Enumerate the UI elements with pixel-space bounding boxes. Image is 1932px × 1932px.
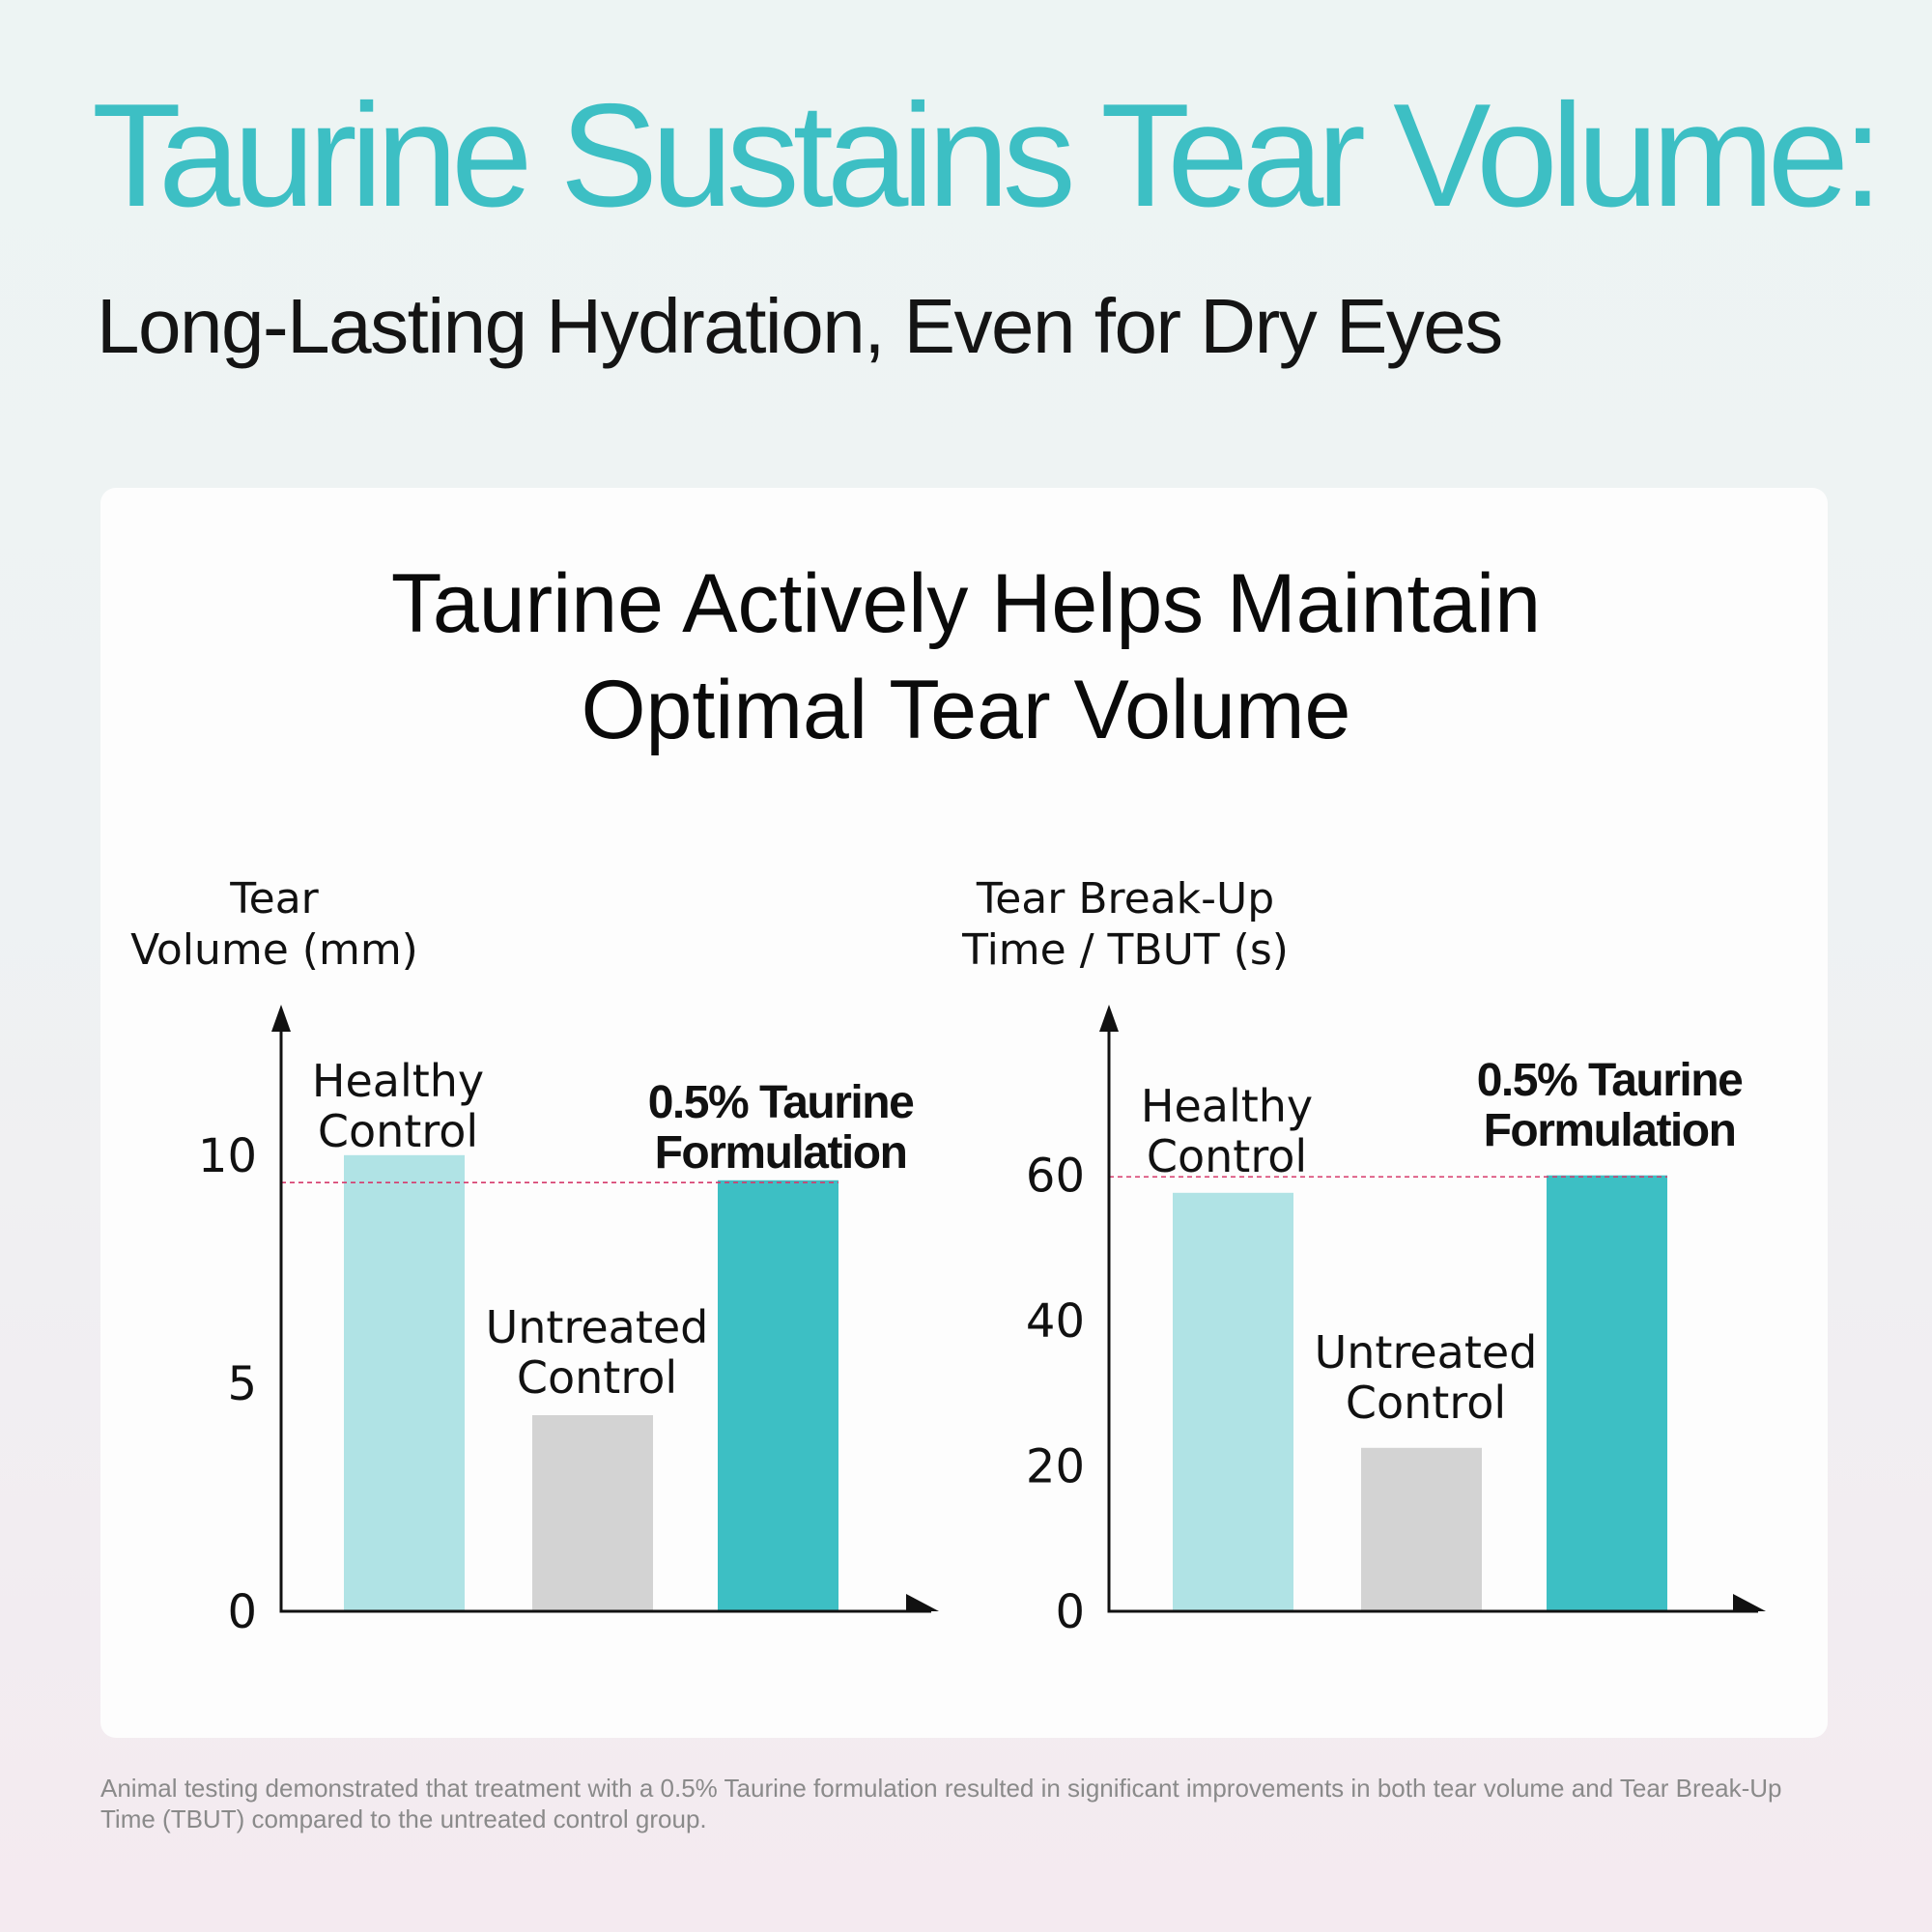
tbut-category-label-2-line-1: Untreated	[1315, 1326, 1538, 1378]
tbut-category-label-3-line-2: Formulation	[1484, 1105, 1736, 1156]
tbut-y-axis-arrow	[1099, 1005, 1119, 1032]
tear-volume-ytick-0: 0	[227, 1585, 257, 1639]
tbut-ylabel-line-2: Time / TBUT (s)	[961, 925, 1289, 975]
card-title: Taurine Actively Helps Maintain Optimal …	[0, 551, 1932, 763]
tear-volume-category-label-1-line-2: Control	[318, 1105, 478, 1157]
tear-volume-category-label-3-line-1: 0.5% Taurine	[648, 1077, 914, 1128]
tbut-category-label-2-line-2: Control	[1346, 1377, 1506, 1429]
tear-volume-ytick-5: 5	[227, 1357, 257, 1411]
main-title: Taurine Sustains Tear Volume:	[92, 73, 1883, 238]
tbut-category-label-1-line-1: Healthy	[1141, 1080, 1313, 1132]
tear-volume-bar-1	[344, 1154, 465, 1611]
tbut-bar-3	[1547, 1175, 1667, 1611]
tear-volume-ylabel-line-2: Volume (mm)	[130, 925, 418, 975]
tbut-ytick-40: 40	[1026, 1294, 1085, 1349]
subtitle: Long-Lasting Hydration, Even for Dry Eye…	[97, 283, 1503, 369]
tear-volume-category-label-3-line-2: Formulation	[655, 1127, 907, 1179]
tbut-bar-1	[1173, 1192, 1293, 1611]
tbut-x-axis-arrow	[1733, 1594, 1766, 1611]
tbut-ytick-60: 60	[1026, 1150, 1085, 1204]
card-title-line-2: Optimal Tear Volume	[581, 664, 1351, 757]
tbut-ytick-20: 20	[1026, 1440, 1085, 1494]
tear-volume-bar-3	[718, 1179, 838, 1611]
tear-volume-category-label-2-line-1: Untreated	[486, 1301, 709, 1353]
tear-volume-ytick-10: 10	[198, 1129, 257, 1183]
tbut-bar-2	[1361, 1447, 1482, 1611]
tear-volume-x-axis-arrow	[906, 1594, 939, 1611]
tbut-ytick-0: 0	[1055, 1585, 1085, 1639]
tear-volume-bar-2	[532, 1414, 653, 1611]
tear-volume-category-label-1-line-1: Healthy	[312, 1055, 484, 1107]
card-title-line-1: Taurine Actively Helps Maintain	[390, 557, 1542, 650]
tbut-category-label-3-line-1: 0.5% Taurine	[1477, 1055, 1743, 1106]
tbut-category-label-1-line-2: Control	[1147, 1130, 1307, 1182]
tear-volume-ylabel-line-1: Tear	[229, 874, 319, 923]
tbut-ylabel-line-1: Tear Break-Up	[976, 874, 1274, 923]
tear-volume-y-axis-arrow	[271, 1005, 291, 1032]
tear-volume-category-label-2-line-2: Control	[517, 1351, 677, 1404]
footnote: Animal testing demonstrated that treatme…	[100, 1774, 1782, 1833]
